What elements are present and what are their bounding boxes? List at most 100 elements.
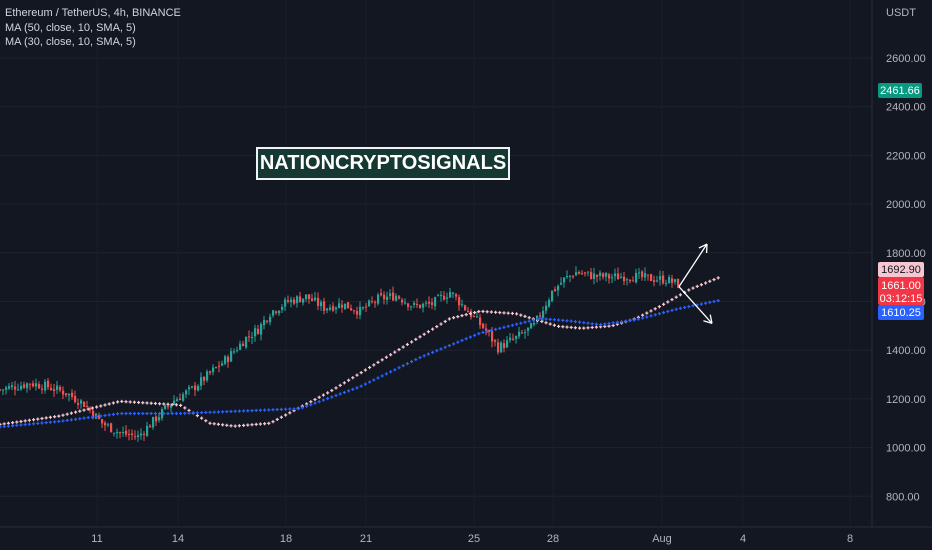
candle [20,381,23,391]
ma-marker [599,322,603,327]
candle [275,310,278,315]
ma-marker [678,306,682,310]
candle [503,339,506,353]
ma-marker [44,420,48,425]
ma-marker [594,325,598,329]
ma-blue-price-tag: 1610.25 [878,305,924,320]
candle [440,291,443,302]
candle [281,304,284,313]
ma-marker [351,387,355,391]
ma-marker [53,420,57,424]
ma-marker [670,308,674,312]
time-tick-label: 8 [847,533,853,545]
candle [188,384,191,395]
ma-marker [544,321,548,325]
candle [641,269,644,281]
candle [212,364,215,376]
ma-marker [485,310,489,314]
candle [128,429,131,441]
ma-marker [405,342,409,347]
ma-marker [473,310,477,315]
ma-marker [23,419,27,423]
ma-marker [158,402,162,406]
ma30-legend[interactable]: MA (30, close, 10, SMA, 5) [5,36,136,48]
ma-marker [657,312,661,316]
ma-marker [0,425,2,429]
candle [515,335,518,344]
ma-marker [691,286,695,290]
candle [119,431,122,439]
candle [263,315,266,330]
candle [14,380,17,396]
ma-marker [137,400,141,405]
ma-marker [418,335,422,339]
ma-marker [153,401,157,406]
ma-marker [397,366,401,370]
ma-marker [250,423,254,427]
ma-marker [716,276,720,280]
ma-marker [561,325,565,329]
ma-marker [489,310,493,314]
candle [116,428,119,439]
ma-marker [116,400,120,404]
candle [59,385,62,393]
ma-marker [317,400,321,404]
candle [431,298,434,310]
price-tick-label: 1400.00 [886,345,926,357]
ma50-legend[interactable]: MA (50, close, 10, SMA, 5) [5,21,136,34]
candle [668,274,671,284]
ma-marker [0,422,2,427]
ma-marker [582,326,586,330]
ma-marker [124,411,128,416]
ma-marker [27,418,31,422]
ma-marker [447,317,451,321]
candle [422,302,425,313]
candle [176,396,179,402]
candle [248,330,251,342]
ma-marker [418,355,422,360]
candle [68,393,71,402]
ma-marker [695,284,699,289]
candle [227,354,230,368]
candle [605,272,608,282]
ma-marker [195,413,199,418]
candle [89,406,92,414]
ma-marker [99,404,103,408]
ma-marker [309,403,313,407]
candle [632,276,635,282]
ma-marker [561,318,565,322]
candle [548,297,551,308]
candle [104,420,107,432]
ma-marker [242,423,246,427]
candle [122,426,125,437]
ma-marker [212,410,216,414]
price-tick-label: 2400.00 [886,102,926,114]
ma-marker [548,317,552,321]
ma-marker [229,409,233,414]
candle [557,284,560,297]
candle [677,278,680,289]
symbol-title[interactable]: Ethereum / TetherUS, 4h, BINANCE [5,7,181,19]
ma-marker [166,411,170,416]
candle [197,384,200,392]
chart-legend: Ethereum / TetherUS, 4h, BINANCE MA (50,… [5,6,181,50]
ma-marker [19,423,23,427]
ma-marker [515,322,519,326]
ma-marker [166,402,170,406]
time-axis[interactable]: 11 14 18 21 25 28 Aug 4 8 [0,526,932,545]
ma-marker [498,310,502,315]
candle [71,389,74,400]
ma-marker [174,411,178,416]
ma-marker [607,324,611,328]
candle [380,288,383,297]
ma-marker [61,419,65,423]
candle [473,314,476,318]
candle [194,381,197,396]
ma-marker [229,424,233,428]
time-tick-label: 28 [547,533,559,545]
candle [290,296,293,308]
candle [614,268,617,281]
candle [452,291,455,299]
candle [449,287,452,298]
